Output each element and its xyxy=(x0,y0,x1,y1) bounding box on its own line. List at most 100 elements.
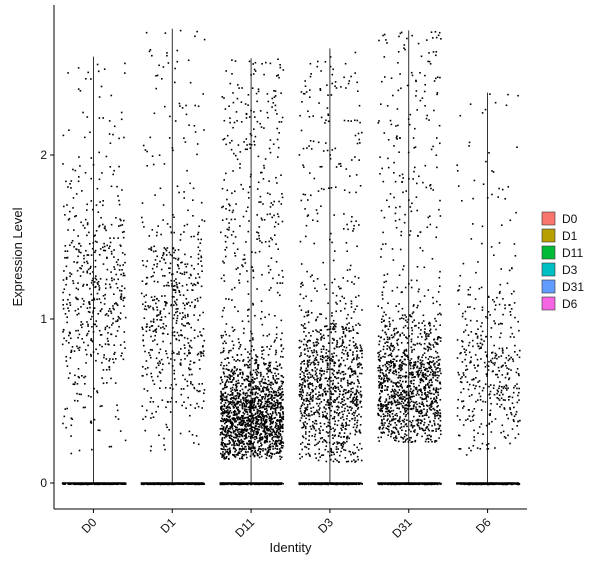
data-point xyxy=(227,430,230,433)
data-point xyxy=(152,275,154,277)
data-point xyxy=(185,283,188,286)
data-point xyxy=(123,274,126,277)
data-point xyxy=(245,405,247,407)
data-point xyxy=(224,411,227,413)
data-point xyxy=(179,239,182,241)
data-point xyxy=(242,420,244,423)
data-point xyxy=(273,225,276,228)
data-point xyxy=(359,324,361,326)
data-point xyxy=(279,66,282,69)
data-point xyxy=(86,209,88,211)
data-point xyxy=(258,448,260,450)
data-point xyxy=(234,430,236,432)
data-point xyxy=(303,423,305,426)
data-point xyxy=(252,417,254,419)
data-point xyxy=(179,294,182,296)
data-point xyxy=(329,483,332,485)
data-point xyxy=(356,119,359,122)
data-point xyxy=(299,393,302,396)
data-point xyxy=(345,460,348,463)
data-point xyxy=(322,334,325,337)
data-point xyxy=(268,289,271,291)
data-point xyxy=(281,391,283,394)
data-point xyxy=(356,419,359,422)
data-point xyxy=(299,114,301,117)
data-point xyxy=(263,416,265,418)
data-point xyxy=(246,280,249,283)
data-point xyxy=(249,455,252,457)
data-point xyxy=(81,326,83,329)
data-point xyxy=(234,404,236,406)
data-point xyxy=(231,288,233,291)
data-point xyxy=(200,483,203,486)
data-point xyxy=(247,309,249,311)
data-point xyxy=(199,368,201,370)
data-point xyxy=(141,280,144,282)
data-point xyxy=(143,295,146,298)
data-point xyxy=(229,421,232,424)
data-point xyxy=(276,420,279,422)
data-point xyxy=(280,92,282,94)
data-point xyxy=(242,397,245,399)
data-point xyxy=(245,411,248,413)
data-point xyxy=(326,380,329,382)
data-point xyxy=(280,419,282,422)
data-point xyxy=(156,263,159,265)
data-point xyxy=(342,424,344,427)
data-point xyxy=(104,227,106,230)
data-point xyxy=(232,92,234,94)
data-point xyxy=(226,228,229,231)
data-point xyxy=(237,428,240,431)
data-point xyxy=(244,348,247,350)
data-point xyxy=(334,399,337,402)
data-point xyxy=(358,362,361,364)
data-point xyxy=(231,379,234,381)
data-point xyxy=(260,391,262,393)
data-point xyxy=(110,185,113,188)
data-point xyxy=(254,61,257,64)
data-point xyxy=(257,371,260,374)
data-point xyxy=(256,416,258,418)
data-point xyxy=(74,309,77,312)
data-point xyxy=(113,268,116,270)
data-point xyxy=(330,376,332,379)
data-point xyxy=(340,442,342,445)
data-point xyxy=(270,483,272,486)
data-point xyxy=(152,308,155,311)
data-point xyxy=(234,190,236,193)
data-point xyxy=(350,300,353,302)
data-point xyxy=(150,356,152,359)
data-point xyxy=(252,73,255,75)
data-point xyxy=(235,383,237,385)
data-point xyxy=(143,317,146,319)
data-point xyxy=(222,418,224,421)
data-point xyxy=(252,426,254,429)
data-point xyxy=(318,391,320,394)
data-point xyxy=(228,440,230,442)
data-point xyxy=(338,346,340,348)
data-point xyxy=(276,445,279,447)
data-point xyxy=(277,406,279,409)
data-point xyxy=(306,399,308,402)
data-point xyxy=(193,361,196,364)
data-point xyxy=(116,320,119,322)
data-point xyxy=(276,419,279,421)
data-point xyxy=(257,431,259,434)
data-point xyxy=(269,368,271,371)
data-point xyxy=(267,428,270,430)
data-point xyxy=(238,347,240,350)
data-point xyxy=(221,412,224,414)
data-point xyxy=(224,443,226,445)
data-point xyxy=(116,303,118,305)
data-point xyxy=(230,148,233,151)
data-point xyxy=(319,358,322,360)
data-point xyxy=(231,73,233,75)
data-point xyxy=(335,448,338,450)
data-point xyxy=(306,354,309,357)
data-point xyxy=(259,404,262,407)
data-point xyxy=(273,200,275,203)
data-point xyxy=(244,258,246,261)
data-point xyxy=(315,350,318,352)
data-point xyxy=(243,398,245,400)
data-point xyxy=(282,427,284,430)
